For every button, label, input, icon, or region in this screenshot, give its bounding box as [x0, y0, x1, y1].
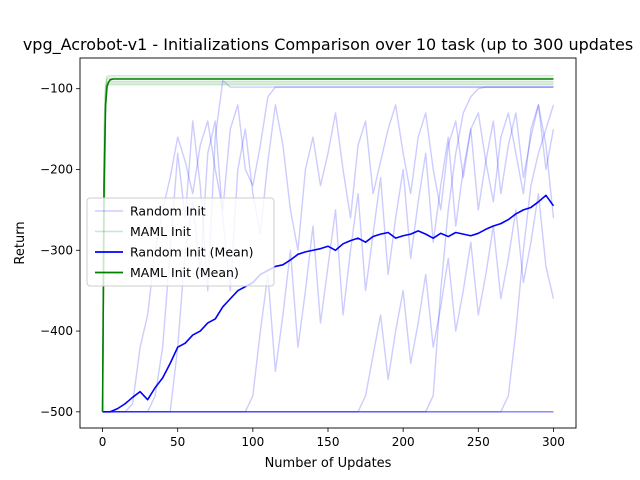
series-line-7 — [102, 104, 555, 413]
legend-label-0: Random Init — [130, 204, 206, 219]
x-axis: 0 50 100 150 200 250 300 — [99, 428, 565, 449]
y-tick-label-2: −300 — [40, 243, 73, 257]
series-line-12 — [101, 75, 554, 412]
x-tick-label-4: 200 — [392, 435, 415, 449]
y-tick-label-0: −500 — [40, 405, 73, 419]
x-tick-label-5: 250 — [467, 435, 490, 449]
x-tick-label-6: 300 — [542, 435, 565, 449]
y-axis-label: Return — [13, 221, 28, 264]
series-line-5 — [102, 86, 554, 413]
legend-label-3: MAML Init (Mean) — [130, 265, 239, 280]
series-line-1 — [101, 78, 554, 412]
series-line-0 — [102, 194, 555, 413]
legend: Random Init MAML Init Random Init (Mean) MA… — [86, 197, 275, 287]
x-tick-label-2: 100 — [241, 435, 264, 449]
series-line-11 — [102, 104, 555, 413]
y-tick-label-1: −400 — [40, 324, 73, 338]
y-tick-label-4: −100 — [40, 82, 73, 96]
chart-title: vpg_Acrobot-v1 - Initializations Compari… — [23, 35, 633, 55]
series-line-2 — [102, 79, 554, 413]
y-axis: −500 −400 −300 −200 −100 — [40, 82, 80, 419]
x-tick-label-3: 150 — [317, 435, 340, 449]
series-line-8 — [102, 193, 555, 413]
x-tick-label-0: 0 — [99, 435, 107, 449]
legend-box — [86, 197, 275, 287]
plot-area — [101, 75, 555, 413]
y-tick-label-3: −200 — [40, 162, 73, 176]
legend-label-1: MAML Init — [130, 224, 191, 239]
legend-label-2: Random Init (Mean) — [130, 245, 254, 260]
x-axis-label: Number of Updates — [265, 456, 392, 471]
x-tick-label-1: 50 — [170, 435, 185, 449]
series-line-10 — [102, 86, 554, 413]
